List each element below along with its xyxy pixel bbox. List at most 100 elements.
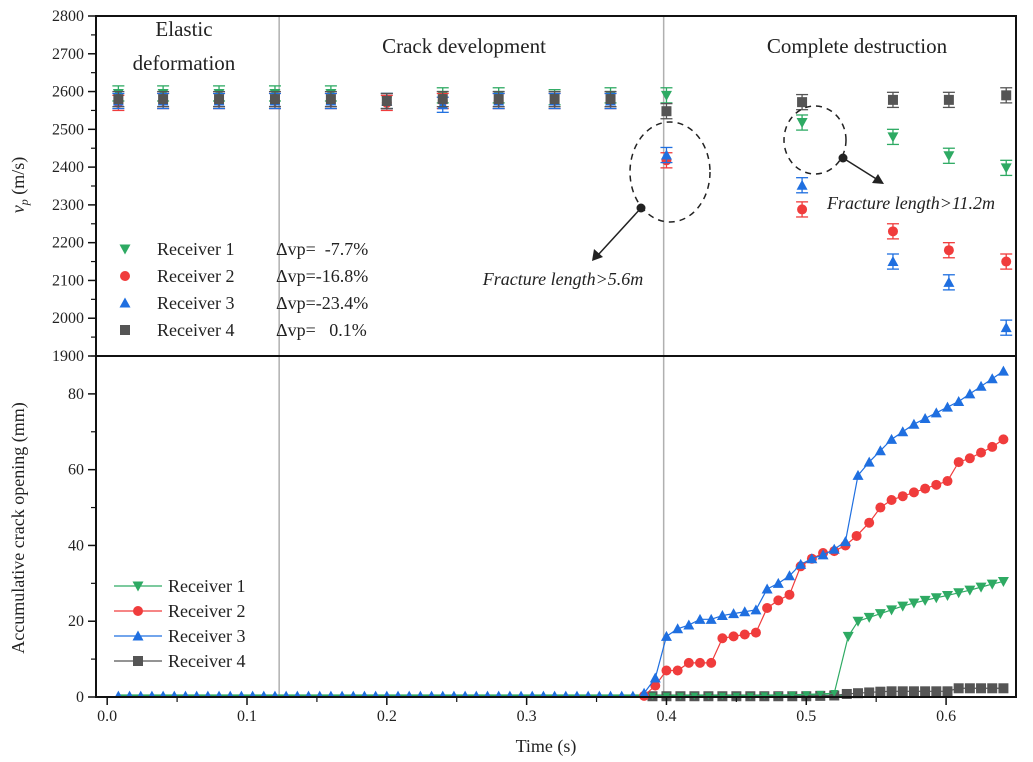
legend-label: Receiver 3 — [168, 626, 245, 646]
baseline-point — [405, 690, 413, 697]
data-point — [802, 691, 811, 699]
bottom-data-marks — [115, 365, 1009, 702]
data-point — [864, 517, 875, 528]
data-point — [953, 588, 965, 599]
data-point — [269, 94, 280, 105]
data-point — [930, 407, 942, 418]
bottom-y-axis-title: Accumulative crack opening (mm) — [8, 402, 29, 653]
dashed-circle-1 — [629, 121, 711, 223]
data-point — [325, 94, 336, 105]
data-point — [886, 686, 897, 697]
y-tick-label: 80 — [68, 386, 84, 403]
y-tick-label: 2600 — [52, 84, 84, 101]
data-point — [728, 608, 740, 619]
baseline-point — [439, 690, 447, 697]
data-point — [660, 149, 672, 160]
data-point — [783, 570, 795, 581]
data-point — [694, 613, 706, 624]
data-point — [1000, 322, 1012, 333]
baseline-point — [249, 690, 256, 697]
data-point — [976, 683, 987, 694]
baseline-point — [450, 690, 458, 697]
data-point — [987, 441, 998, 452]
baseline-point — [271, 690, 279, 697]
x-tick-label: 0.3 — [517, 708, 537, 725]
baseline-point — [305, 690, 312, 697]
ylabel-p-subscript: p — [17, 199, 31, 206]
legend-marker — [133, 656, 143, 666]
data-point — [797, 97, 808, 108]
y-tick-label: 2500 — [52, 121, 84, 138]
x-tick-label: 0.1 — [237, 708, 257, 725]
data-point — [931, 479, 942, 490]
data-point — [828, 543, 840, 554]
baseline-point — [137, 690, 145, 697]
bottom-legend: Receiver 1 Receiver 2 Receiver 3 Receiver 4 — [114, 576, 245, 671]
data-point — [842, 631, 854, 642]
baseline-point — [394, 690, 402, 697]
data-point — [897, 491, 908, 502]
x-tick-label: 0.0 — [97, 708, 117, 725]
data-point — [760, 692, 769, 700]
phase-label-crack-development: Crack development — [382, 34, 546, 58]
legend-marker — [133, 606, 143, 616]
phase-label-complete-destruction: Complete destruction — [767, 34, 948, 58]
x-tick-label: 0.2 — [377, 708, 397, 725]
legend-marker — [119, 297, 131, 308]
y-tick-label: 40 — [68, 537, 84, 554]
data-point — [660, 90, 672, 101]
data-point — [839, 536, 851, 547]
baseline-point — [417, 690, 424, 697]
data-point — [762, 602, 773, 613]
data-point — [1000, 163, 1012, 174]
baseline-point — [495, 690, 502, 697]
data-point — [997, 365, 1009, 376]
data-point — [706, 657, 717, 668]
data-point — [796, 179, 808, 190]
data-point — [919, 413, 931, 424]
annotation-text-2: Fracture length>11.2m — [826, 193, 995, 213]
phase-label-elastic-2: deformation — [133, 51, 236, 75]
data-point — [886, 494, 897, 505]
data-point — [717, 633, 728, 644]
data-point — [864, 687, 875, 698]
arrow-head-2 — [872, 174, 884, 184]
data-point — [750, 604, 762, 615]
data-point — [941, 590, 953, 601]
series-line — [643, 370, 1004, 694]
top-legend-item: Receiver 1 Δvp= -7.7% — [119, 239, 368, 259]
data-point — [605, 94, 616, 105]
data-point — [986, 579, 998, 590]
annotation-text-1: Fracture length>5.6m — [482, 269, 643, 289]
legend-label: Receiver 2 — [168, 601, 245, 621]
data-point — [874, 445, 886, 456]
baseline-point — [607, 690, 614, 697]
data-point — [661, 665, 672, 676]
data-point — [806, 553, 818, 564]
legend-label: Receiver 4 — [157, 320, 234, 340]
data-point — [796, 118, 808, 129]
baseline-point — [573, 690, 581, 697]
data-point — [887, 94, 898, 105]
bottom-axes-frame — [95, 355, 1017, 698]
data-point — [998, 683, 1009, 694]
data-point — [964, 585, 976, 596]
y-tick-label: 2800 — [52, 8, 84, 25]
data-point — [214, 94, 225, 105]
baseline-point — [528, 690, 536, 697]
data-point — [728, 631, 739, 642]
data-point — [953, 683, 964, 694]
data-point — [795, 558, 807, 569]
data-point — [908, 487, 919, 498]
data-point — [976, 447, 987, 458]
top-y-axis: 1900 2000 2100 2200 2300 2400 2500 2600 2700 2800 — [52, 8, 96, 365]
baseline-point — [115, 690, 122, 697]
data-point — [943, 276, 955, 287]
baseline-point — [629, 690, 637, 697]
legend-marker — [119, 244, 131, 255]
baseline-point — [506, 690, 514, 697]
baseline-point — [428, 690, 435, 697]
data-point — [661, 106, 672, 117]
data-point — [863, 612, 875, 623]
